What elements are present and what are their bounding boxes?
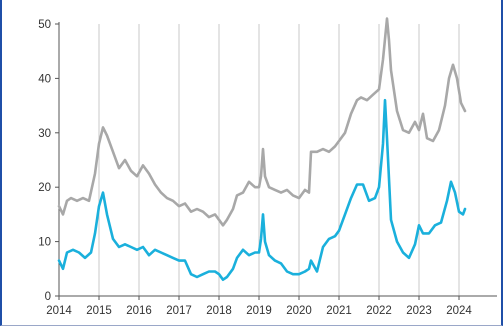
- y-tick-label: 40: [38, 73, 51, 85]
- x-tick-label: 2016: [126, 305, 152, 317]
- y-axis-ticks: 0 10 20 30 40 50: [38, 19, 59, 303]
- x-tick-label: 2024: [446, 305, 472, 317]
- x-tick-label: 2015: [86, 305, 112, 317]
- y-tick-label: 50: [38, 19, 51, 31]
- vertical-gridlines: [58, 24, 460, 296]
- x-tick-label: 2017: [166, 305, 192, 317]
- y-tick-label: 10: [38, 237, 51, 249]
- y-tick-label: 20: [38, 182, 51, 194]
- series-line-1: [57, 98, 467, 282]
- x-tick-label: 2022: [366, 305, 392, 317]
- x-tick-label: 2020: [286, 305, 312, 317]
- x-tick-label: 2018: [206, 305, 232, 317]
- x-tick-label: 2019: [246, 305, 272, 317]
- series-1: [57, 98, 467, 282]
- x-tick-label: 2021: [326, 305, 352, 317]
- series-0: [57, 17, 467, 227]
- y-tick-label: 30: [38, 128, 51, 140]
- x-tick-label: 2014: [46, 305, 72, 317]
- series-line-0: [57, 17, 467, 227]
- y-tick-label: 0: [45, 291, 51, 303]
- x-axis-ticks: 2014 2015 2016 2017 2018 2019 2020 2021 2022 2023…: [46, 296, 472, 317]
- x-tick-label: 2023: [406, 305, 432, 317]
- series-lines: [57, 17, 467, 282]
- axes: [58, 22, 497, 297]
